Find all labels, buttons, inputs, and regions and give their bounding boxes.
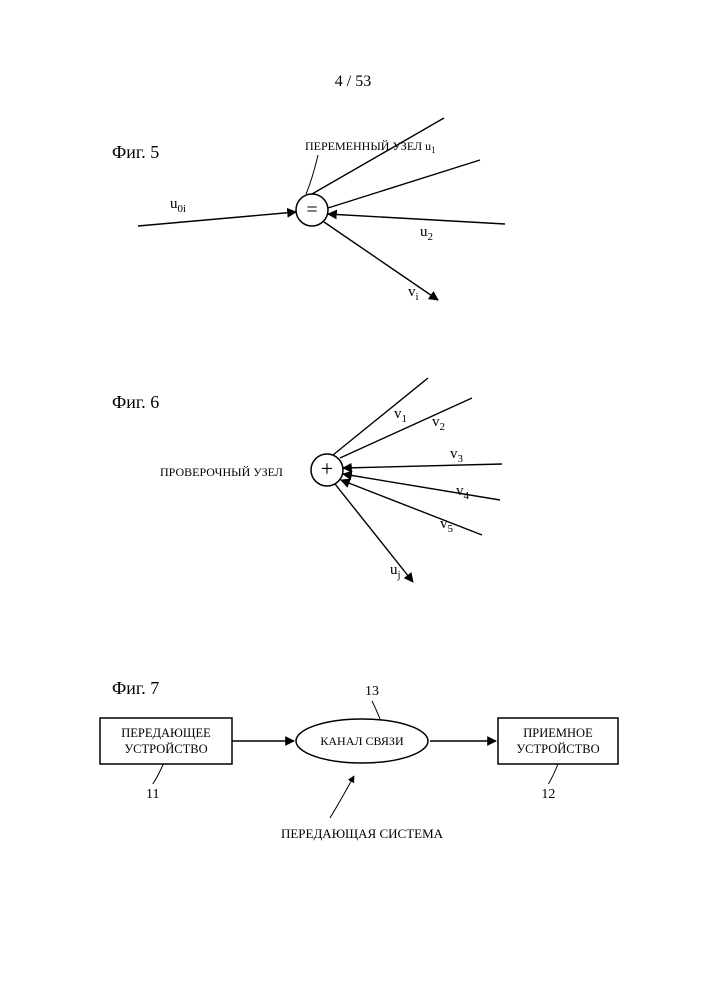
svg-text:u2: u2 bbox=[420, 224, 433, 243]
svg-text:Фиг. 6: Фиг. 6 bbox=[112, 392, 159, 412]
svg-text:12: 12 bbox=[541, 787, 555, 802]
svg-text:УСТРОЙСТВО: УСТРОЙСТВО bbox=[124, 742, 207, 756]
svg-text:u0i: u0i bbox=[170, 196, 186, 215]
svg-text:ПРИЕМНОЕ: ПРИЕМНОЕ bbox=[523, 726, 593, 740]
svg-text:=: = bbox=[306, 199, 317, 221]
svg-text:КАНАЛ СВЯЗИ: КАНАЛ СВЯЗИ bbox=[320, 734, 404, 748]
svg-text:ПРОВЕРОЧНЫЙ УЗЕЛ: ПРОВЕРОЧНЫЙ УЗЕЛ bbox=[160, 465, 283, 479]
svg-text:ПЕРЕМЕННЫЙ УЗЕЛ u1: ПЕРЕМЕННЫЙ УЗЕЛ u1 bbox=[305, 139, 436, 155]
svg-text:УСТРОЙСТВО: УСТРОЙСТВО bbox=[516, 742, 599, 756]
svg-text:v3: v3 bbox=[450, 446, 464, 465]
diagram-svg: 4 / 53 Фиг. 5 ПЕРЕМЕННЫЙ УЗЕЛ u1 u0i u2 vi = Фи… bbox=[0, 0, 707, 1000]
svg-text:v5: v5 bbox=[440, 516, 454, 535]
svg-text:4 / 53: 4 / 53 bbox=[335, 73, 371, 90]
svg-text:13: 13 bbox=[365, 684, 379, 699]
svg-text:+: + bbox=[321, 456, 333, 481]
svg-text:vi: vi bbox=[408, 284, 419, 303]
svg-text:Фиг. 5: Фиг. 5 bbox=[112, 142, 159, 162]
svg-text:ПЕРЕДАЮЩАЯ СИСТЕМА: ПЕРЕДАЮЩАЯ СИСТЕМА bbox=[281, 826, 444, 841]
svg-text:ПЕРЕДАЮЩЕЕ: ПЕРЕДАЮЩЕЕ bbox=[121, 726, 211, 740]
svg-text:Фиг. 7: Фиг. 7 bbox=[112, 678, 159, 698]
svg-text:v2: v2 bbox=[432, 414, 445, 433]
page: 4 / 53 Фиг. 5 ПЕРЕМЕННЫЙ УЗЕЛ u1 u0i u2 vi = Фи… bbox=[0, 0, 707, 1000]
svg-text:v1: v1 bbox=[394, 406, 407, 425]
svg-text:11: 11 bbox=[146, 787, 159, 802]
svg-text:v4: v4 bbox=[456, 483, 470, 502]
